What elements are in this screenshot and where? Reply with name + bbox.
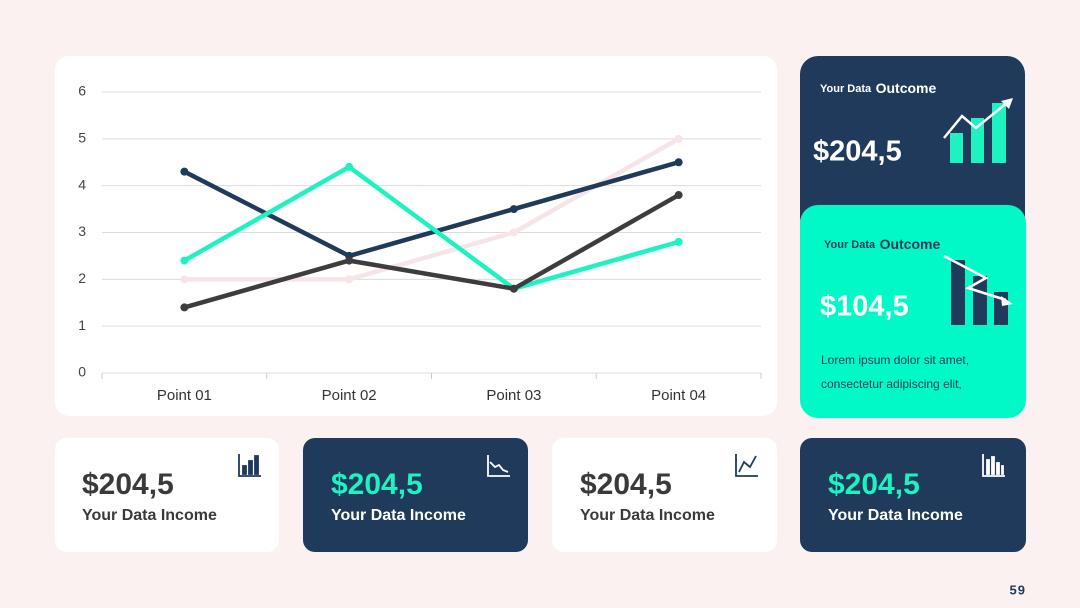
point	[509, 284, 518, 293]
income-label: Your Data Income	[828, 507, 963, 524]
income-card	[55, 438, 279, 552]
point	[180, 167, 189, 176]
plot: 0 1 2 3 4 5 6 Point 01 Point 02 Point 03 Point 04	[78, 83, 762, 404]
point	[345, 275, 354, 284]
point	[180, 303, 189, 312]
point	[180, 275, 189, 284]
y-tick-label: 4	[78, 176, 86, 192]
series-line	[183, 164, 680, 291]
series-line	[183, 193, 680, 310]
card-text: consectetur adipiscing elit,	[821, 377, 962, 391]
outcome-card	[800, 205, 1026, 418]
card-value: $104,5	[820, 291, 909, 323]
income-value: $204,5	[331, 468, 423, 501]
income-card	[552, 438, 777, 552]
income-label: Your Data Income	[82, 507, 217, 524]
outcome-card	[800, 56, 1025, 236]
label-small: Your Data	[824, 239, 876, 251]
x-tick-label: Point 01	[157, 387, 212, 404]
y-tick-label: 2	[78, 270, 86, 286]
card-icon	[238, 454, 261, 477]
y-tick-label: 5	[78, 130, 86, 146]
point	[674, 191, 683, 200]
label-small: Your Data	[820, 83, 872, 95]
label-big: Outcome	[880, 236, 941, 252]
income-value: $204,5	[82, 468, 174, 501]
point	[674, 237, 683, 246]
label-big: Outcome	[876, 80, 937, 96]
income-label: Your Data Income	[331, 507, 466, 524]
point	[674, 134, 683, 143]
x-tick-label: Point 04	[651, 387, 706, 404]
y-tick-label: 1	[78, 317, 86, 333]
y-tick-label: 0	[78, 364, 86, 380]
point	[674, 158, 683, 167]
page-number: 59	[1010, 582, 1026, 597]
card-icon	[487, 455, 510, 477]
y-tick-label: 3	[78, 223, 86, 239]
point	[345, 256, 354, 265]
y-tick-label: 6	[78, 83, 86, 99]
card-heading: Your Data Outcome	[820, 80, 936, 98]
growth-icon	[943, 98, 1013, 163]
card-value: $204,5	[813, 136, 902, 168]
card-icon	[982, 454, 1005, 477]
x-tick-label: Point 02	[322, 387, 377, 404]
point	[509, 205, 518, 214]
card-heading: Your Data Outcome	[824, 236, 940, 254]
card-icon	[735, 454, 758, 477]
decline-icon	[943, 254, 1013, 325]
income-value: $204,5	[580, 468, 672, 501]
card-text: Lorem ipsum dolor sit amet,	[821, 353, 969, 367]
point	[509, 228, 518, 237]
point	[345, 162, 354, 171]
income-card	[303, 438, 528, 552]
x-tick-label: Point 03	[486, 387, 541, 404]
income-value: $204,5	[828, 468, 920, 501]
income-label: Your Data Income	[580, 507, 715, 524]
point	[180, 256, 189, 265]
income-card	[800, 438, 1026, 552]
